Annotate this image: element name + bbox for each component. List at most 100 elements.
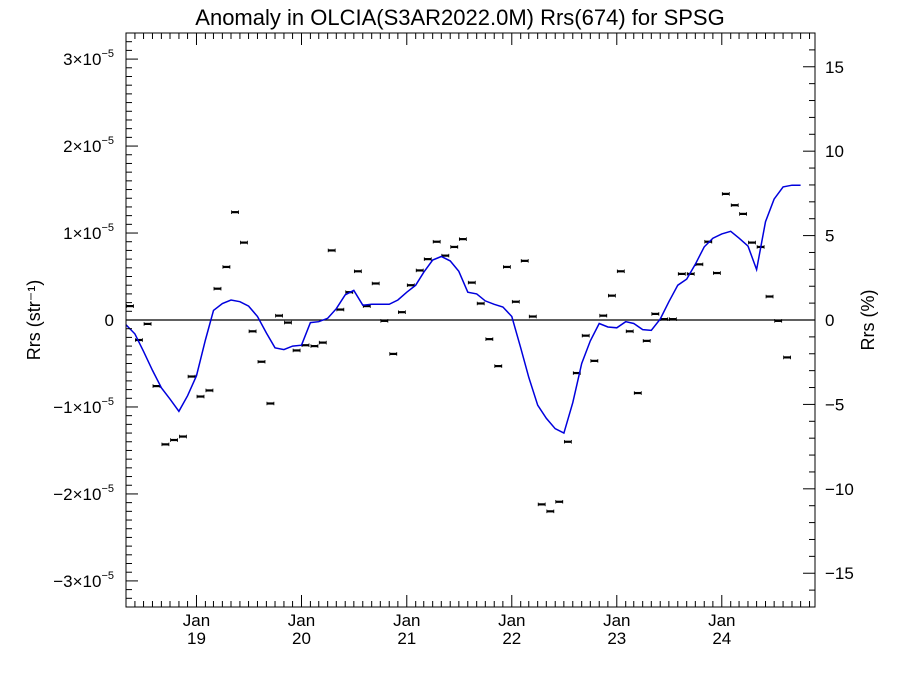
data-point (205, 388, 214, 393)
left-tick-label: −3×10−5 (53, 570, 114, 591)
data-point (713, 271, 721, 275)
data-point (668, 317, 677, 321)
data-point (415, 268, 424, 273)
left-tick-label: 0 (105, 311, 114, 330)
data-point (616, 269, 625, 274)
data-point (607, 293, 616, 298)
plot-marks (125, 184, 815, 514)
x-tick-year-label: 22 (502, 629, 521, 648)
x-tick-year-label: 19 (187, 629, 206, 648)
data-point (730, 203, 739, 207)
data-point (555, 499, 564, 504)
data-point (686, 272, 695, 276)
data-point (458, 237, 467, 241)
data-point (528, 314, 537, 319)
x-tick-month-label: Jan (393, 611, 420, 630)
data-point (494, 364, 503, 368)
data-point (450, 245, 459, 249)
data-point (336, 307, 345, 312)
x-tick-month-label: Jan (708, 611, 735, 630)
data-point (310, 344, 319, 348)
x-tick-year-label: 24 (712, 629, 731, 648)
data-point (231, 210, 239, 214)
left-tick-label: 3×10−5 (63, 48, 114, 69)
data-point (625, 329, 634, 334)
data-point (677, 272, 686, 276)
x-tick-year-label: 21 (397, 629, 416, 648)
data-point (196, 394, 205, 399)
data-point (371, 281, 380, 286)
data-point (485, 337, 494, 341)
data-point (213, 286, 222, 291)
data-point (467, 280, 476, 285)
left-tick-label: 1×10−5 (63, 222, 114, 243)
data-point (765, 294, 774, 299)
x-tick-month-label: Jan (603, 611, 630, 630)
right-tick-label: 0 (825, 311, 834, 330)
data-point (739, 212, 747, 216)
data-point (590, 359, 599, 363)
data-point (520, 259, 529, 263)
data-point (266, 401, 275, 406)
data-point (275, 313, 283, 318)
data-point (476, 301, 485, 306)
data-point (187, 374, 196, 379)
data-point (292, 348, 301, 353)
x-tick-month-label: Jan (288, 611, 315, 630)
y-axis-left-label: Rrs (str⁻¹) (24, 280, 44, 360)
data-point (721, 192, 730, 196)
y-axis-right-label: Rrs (%) (858, 290, 878, 351)
data-point (248, 329, 257, 334)
left-tick-label: −1×10−5 (53, 396, 114, 417)
right-tick-label: 5 (825, 227, 834, 246)
data-point (633, 391, 642, 395)
right-tick-label: 10 (825, 142, 844, 161)
right-tick-label: −5 (825, 395, 844, 414)
anomaly-line-series (125, 184, 801, 435)
data-point (502, 265, 511, 269)
data-point (748, 240, 756, 245)
x-tick-month-label: Jan (183, 611, 210, 630)
data-point (389, 352, 398, 356)
data-point (152, 384, 161, 388)
left-tick-label: 2×10−5 (63, 135, 114, 156)
data-point (774, 319, 783, 323)
axes: 3×10−5 2×10−5 1×10−5 0 −1×10−5 −2×10−5 −3×10−5… (53, 32, 854, 648)
data-point (170, 438, 178, 442)
data-point (423, 257, 432, 261)
data-point (135, 338, 143, 342)
x-tick-month-label: Jan (498, 611, 525, 630)
data-point (222, 265, 231, 269)
data-point (599, 313, 608, 318)
data-point (301, 343, 310, 348)
data-point (695, 262, 704, 267)
data-point (704, 239, 713, 244)
data-point (318, 340, 327, 345)
data-point (327, 248, 336, 253)
data-point (126, 304, 134, 308)
data-point (380, 319, 389, 323)
data-point (537, 502, 546, 507)
right-tick-label: −10 (825, 480, 854, 499)
chart-title: Anomaly in OLCIA(S3AR2022.0M) Rrs(674) f… (195, 5, 724, 30)
data-point (353, 269, 362, 274)
data-point (432, 239, 441, 244)
data-point (511, 299, 520, 304)
data-point (546, 509, 555, 514)
data-point (257, 359, 266, 364)
x-tick-year-label: 20 (292, 629, 311, 648)
data-point (161, 442, 170, 447)
right-tick-label: 15 (825, 58, 844, 77)
x-tick-year-label: 23 (607, 629, 626, 648)
data-point (642, 339, 651, 343)
data-point (563, 439, 572, 444)
data-point (783, 355, 791, 360)
data-point (651, 312, 660, 316)
data-point (581, 333, 590, 338)
right-tick-label: −15 (825, 564, 854, 583)
data-point (240, 240, 248, 245)
left-tick-label: −2×10−5 (53, 483, 114, 504)
data-point (179, 434, 187, 439)
data-point (397, 310, 406, 314)
